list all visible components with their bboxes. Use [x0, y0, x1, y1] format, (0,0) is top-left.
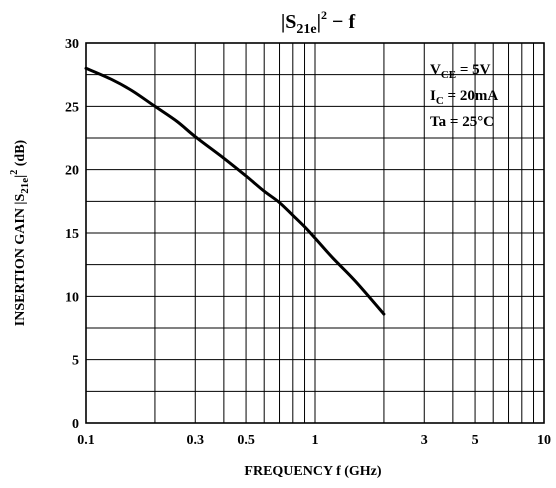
x-tick-label: 0.5 [237, 433, 255, 448]
tick-labels: 0.1 0.3 0.5 1 3 5 10 0 5 10 15 20 25 30 [65, 37, 551, 448]
grid [86, 43, 544, 423]
x-tick-label: 3 [421, 433, 428, 448]
y-tick-label: 15 [65, 227, 79, 242]
y-tick-label: 30 [65, 37, 79, 52]
y-tick-label: 20 [65, 164, 79, 179]
conditions-box: VCE = 5V IC = 20mA Ta = 25°C [430, 62, 498, 130]
plot-frame [85, 42, 545, 424]
y-tick-label: 0 [72, 417, 79, 432]
x-axis-label: FREQUENCY f (GHz) [244, 464, 381, 479]
x-tick-label: 5 [472, 433, 479, 448]
series-line [84, 66, 386, 316]
x-tick-label: 10 [537, 433, 551, 448]
condition-ta: Ta = 25°C [430, 114, 494, 130]
y-tick-label: 10 [65, 290, 79, 305]
condition-vce: VCE = 5V [430, 62, 491, 81]
chart-title: |S21e|2 − f [281, 8, 356, 37]
y-tick-label: 5 [72, 354, 79, 369]
condition-ic: IC = 20mA [430, 88, 498, 107]
x-tick-label: 0.3 [187, 433, 205, 448]
y-axis-label: INSERTION GAIN |S21e|2 (dB) [9, 139, 31, 326]
x-tick-label: 1 [312, 433, 319, 448]
x-tick-label: 0.1 [77, 433, 95, 448]
y-tick-label: 25 [65, 100, 79, 115]
